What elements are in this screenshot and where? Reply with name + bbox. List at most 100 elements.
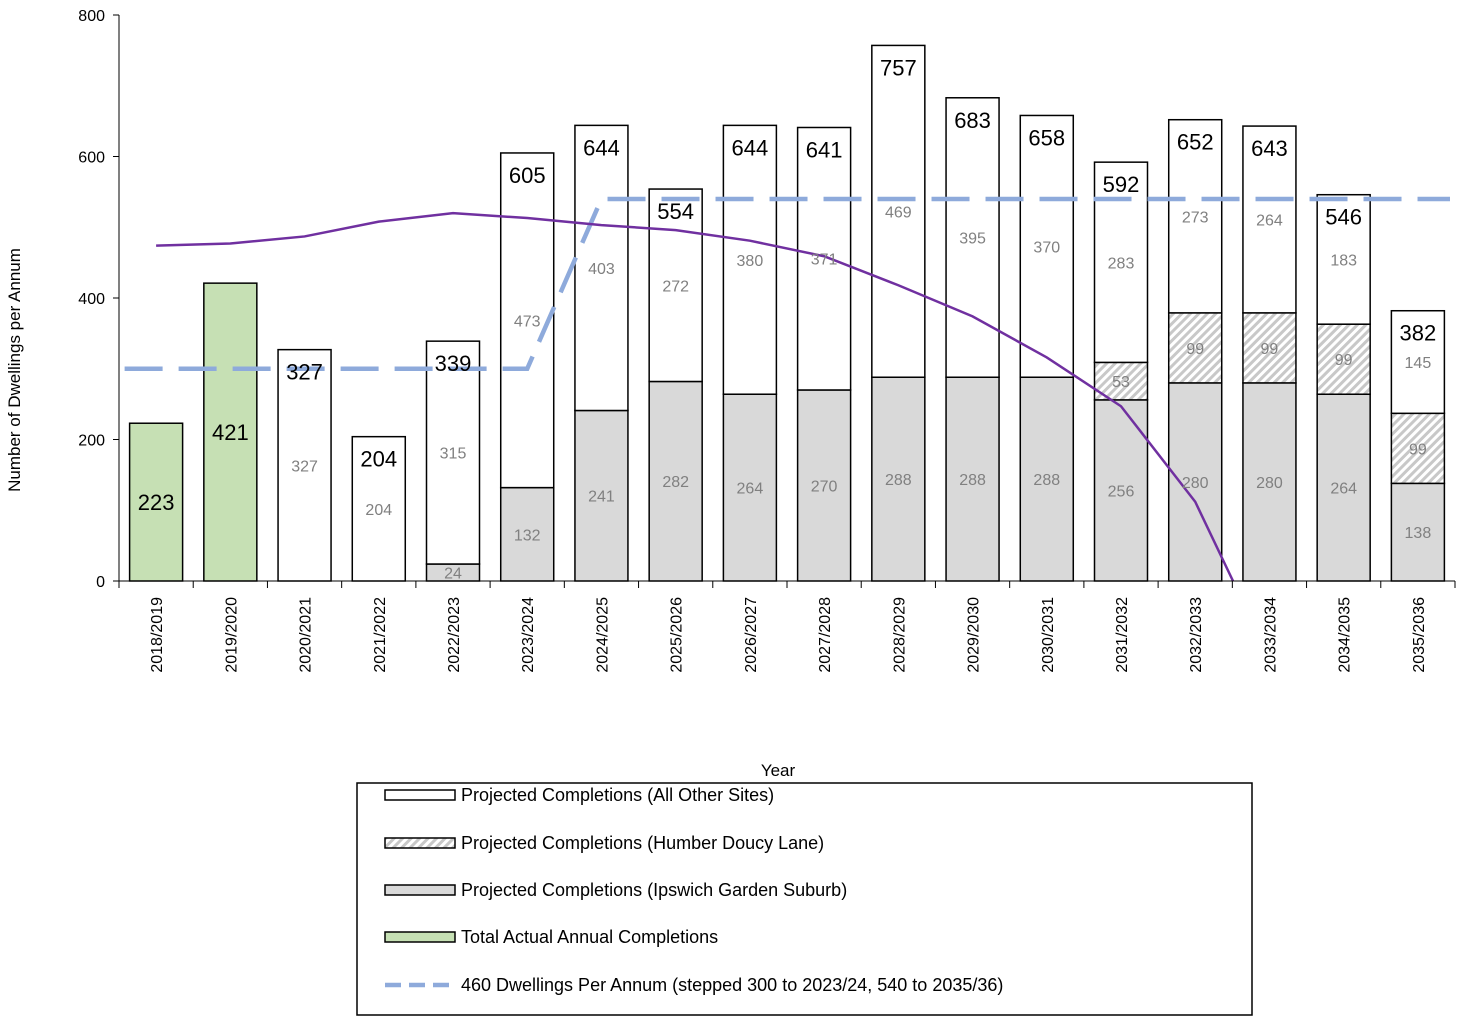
bar-ipswich-garden-suburb <box>1167 382 1223 582</box>
segment-value-label: 272 <box>662 278 689 295</box>
segment-value-label: 264 <box>1256 212 1283 229</box>
x-tick-label: 2029/2030 <box>966 597 983 673</box>
x-axis: 2018/2019 2019/2020 2020/2021 2021/2022 2022… <box>118 580 1456 673</box>
total-value-label: 546 <box>1325 205 1362 230</box>
segment-value-label: 183 <box>1330 252 1357 269</box>
x-tick-label: 2021/2022 <box>372 597 389 673</box>
segment-value-label: 99 <box>1186 341 1204 358</box>
bar-all-other-sites <box>1093 161 1149 364</box>
segment-value-label: 282 <box>662 474 689 491</box>
bar-all-other-sites <box>1019 114 1075 378</box>
total-value-label: 327 <box>286 360 323 385</box>
x-tick-label: 2033/2034 <box>1262 597 1279 673</box>
segment-value-label: 145 <box>1405 355 1432 372</box>
segment-value-label: 473 <box>514 313 541 330</box>
legend: Projected Completions (All Other Sites) P… <box>356 782 1253 1016</box>
segment-value-label: 132 <box>514 527 541 544</box>
y-axis-title: Number of Dwellings per Annum <box>5 248 24 492</box>
bar-all-other-sites <box>945 97 1000 378</box>
bar-all-other-sites <box>722 124 778 395</box>
bar-all-other-sites <box>499 152 555 489</box>
total-value-label: 644 <box>732 135 769 160</box>
x-axis-title: Year <box>761 761 796 780</box>
bar-all-other-sites <box>1316 193 1371 325</box>
bar-ipswich-garden-suburb <box>1242 382 1297 582</box>
x-tick-label: 2020/2021 <box>298 597 315 673</box>
bar-all-other-sites <box>796 126 852 391</box>
bar-all-other-sites <box>277 348 332 582</box>
target-dashed-line <box>124 196 1450 371</box>
bar-humber-doucy-lane <box>1390 412 1446 485</box>
x-tick-label: 2027/2028 <box>817 597 834 673</box>
x-tick-label: 2024/2025 <box>594 597 611 673</box>
segment-value-label: 288 <box>885 472 912 489</box>
y-tick-label: 0 <box>96 574 105 591</box>
total-value-label: 643 <box>1251 136 1288 161</box>
total-value-label: 339 <box>435 351 472 376</box>
total-value-label: 204 <box>360 447 397 472</box>
y-tick-label: 400 <box>78 291 105 308</box>
segment-value-label: 99 <box>1261 341 1279 358</box>
bar-humber-doucy-lane <box>1167 312 1223 384</box>
bar-all-other-sites <box>1390 309 1446 415</box>
segment-value-label: 264 <box>737 481 764 498</box>
total-value-label: 382 <box>1400 321 1437 346</box>
legend-box <box>356 782 1253 1016</box>
total-value-label: 605 <box>509 163 546 188</box>
segment-value-label: 403 <box>588 261 615 278</box>
legend-swatch <box>384 837 456 849</box>
segment-value-label: 204 <box>365 502 392 519</box>
segment-value-label: 273 <box>1182 209 1209 226</box>
x-tick-label: 2023/2024 <box>520 597 537 673</box>
segment-value-label: 53 <box>1112 374 1130 391</box>
segment-value-label: 370 <box>1033 239 1060 256</box>
bar-ipswich-garden-suburb <box>1316 393 1371 582</box>
bar-humber-doucy-lane <box>1242 312 1297 384</box>
legend-label: 460 Dwellings Per Annum (stepped 300 to … <box>461 975 1003 995</box>
legend-label: Total Actual Annual Completions <box>461 927 718 947</box>
segment-value-label: 469 <box>885 204 912 221</box>
segment-value-label: 256 <box>1108 483 1135 500</box>
total-value-label: 658 <box>1028 125 1065 150</box>
x-tick-label: 2025/2026 <box>669 597 686 673</box>
legend-swatch <box>384 884 456 896</box>
bar-all-other-sites <box>574 124 629 412</box>
data-labels: 327 204 24 315 132 473 241 403 282 272 264 380 270 37… <box>138 55 1436 582</box>
legend-swatch <box>384 931 456 943</box>
y-tick-label: 800 <box>78 8 105 25</box>
segment-value-label: 288 <box>959 472 986 489</box>
bar-ipswich-garden-suburb <box>574 409 629 582</box>
segment-value-label: 395 <box>959 231 986 248</box>
bar-actual <box>203 282 258 582</box>
bar-all-other-sites <box>351 435 407 582</box>
total-value-label: 421 <box>212 420 249 445</box>
total-value-label: 757 <box>880 55 917 80</box>
total-value-label: 641 <box>806 137 843 162</box>
x-tick-label: 2031/2032 <box>1114 597 1131 673</box>
bar-ipswich-garden-suburb <box>796 389 852 582</box>
bar-ipswich-garden-suburb <box>722 393 778 582</box>
x-tick-label: 2032/2033 <box>1188 597 1205 673</box>
x-tick-label: 2022/2023 <box>446 597 463 673</box>
segment-value-label: 280 <box>1182 475 1209 492</box>
segment-value-label: 99 <box>1409 441 1427 458</box>
legend-label: Projected Completions (Ipswich Garden Su… <box>461 880 847 900</box>
segment-value-label: 380 <box>737 253 764 270</box>
bar-ipswich-garden-suburb <box>499 486 555 582</box>
segment-value-label: 24 <box>444 566 462 583</box>
segment-value-label: 264 <box>1330 481 1357 498</box>
total-value-label: 223 <box>138 490 175 515</box>
legend-label: Projected Completions (All Other Sites) <box>461 785 774 805</box>
x-tick-label: 2019/2020 <box>223 597 240 673</box>
segment-value-label: 327 <box>291 458 318 475</box>
segment-value-label: 99 <box>1335 352 1353 369</box>
bar-ipswich-garden-suburb <box>871 376 926 582</box>
bar-ipswich-garden-suburb <box>1390 482 1446 582</box>
bar-all-other-sites <box>648 188 703 383</box>
segment-value-label: 288 <box>1033 472 1060 489</box>
legend-swatch <box>384 789 456 801</box>
total-value-label: 652 <box>1177 130 1214 155</box>
bar-all-other-sites <box>871 44 926 378</box>
bar-ipswich-garden-suburb <box>1019 376 1075 582</box>
